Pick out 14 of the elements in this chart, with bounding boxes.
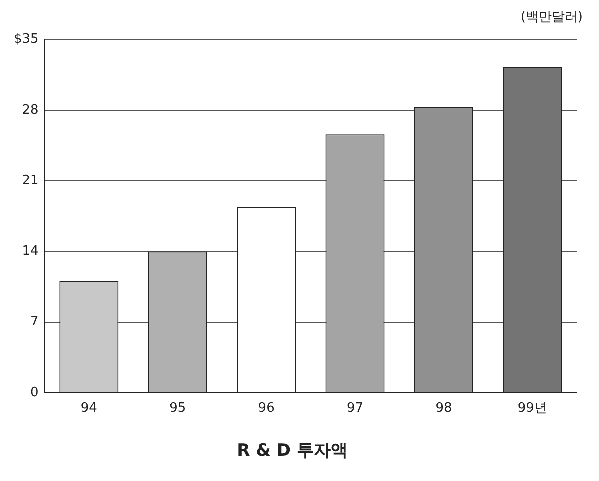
y-tick-label: 21: [22, 173, 39, 188]
x-tick-label: 97: [346, 401, 364, 416]
x-tick-label: 99년: [518, 401, 548, 416]
x-tick-label: 95: [170, 401, 186, 416]
y-tick-label: 7: [30, 314, 39, 330]
y-tick-label: 0: [30, 385, 39, 400]
x-tick-label: 96: [258, 401, 275, 416]
y-tick-label: 14: [22, 244, 39, 260]
x-tick-label: 94: [80, 401, 98, 416]
y-tick-label: $35: [14, 32, 39, 48]
text: (백만달러): [520, 9, 584, 26]
x-tick-label: 98: [436, 401, 452, 416]
y-tick-label: 28: [22, 102, 39, 118]
text: R & D 투자액: [237, 441, 348, 462]
